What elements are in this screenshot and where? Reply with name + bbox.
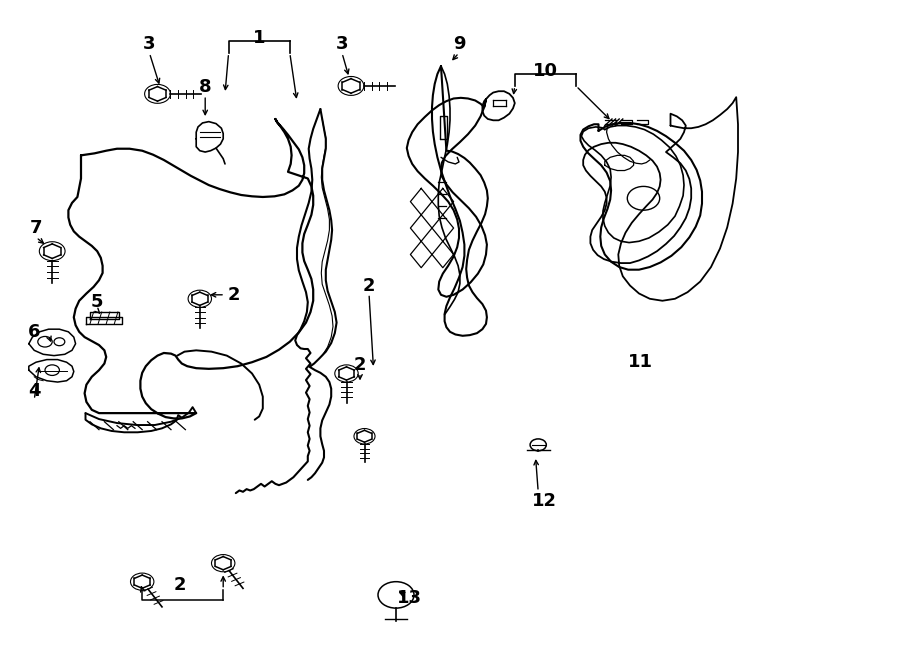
Circle shape [530, 439, 546, 451]
Polygon shape [86, 317, 122, 324]
Text: 3: 3 [143, 35, 156, 54]
Circle shape [627, 186, 660, 210]
Text: 11: 11 [628, 353, 653, 371]
Text: 7: 7 [30, 219, 42, 237]
Polygon shape [29, 329, 76, 356]
Text: 13: 13 [397, 589, 422, 607]
Text: 4: 4 [28, 382, 40, 401]
Text: 2: 2 [354, 356, 366, 374]
Text: 10: 10 [533, 61, 558, 80]
Text: 6: 6 [28, 323, 40, 341]
Circle shape [38, 336, 52, 347]
Text: 2: 2 [363, 276, 375, 295]
Text: 12: 12 [532, 492, 557, 510]
Circle shape [54, 338, 65, 346]
Text: 8: 8 [199, 78, 212, 97]
Text: 2: 2 [174, 576, 186, 594]
Circle shape [378, 582, 414, 608]
Polygon shape [90, 312, 119, 319]
Text: 5: 5 [91, 293, 104, 311]
Polygon shape [29, 360, 74, 382]
Text: 2: 2 [228, 286, 240, 304]
Text: 3: 3 [336, 35, 348, 54]
Text: 1: 1 [253, 28, 266, 47]
Circle shape [45, 365, 59, 375]
Text: 9: 9 [453, 35, 465, 54]
